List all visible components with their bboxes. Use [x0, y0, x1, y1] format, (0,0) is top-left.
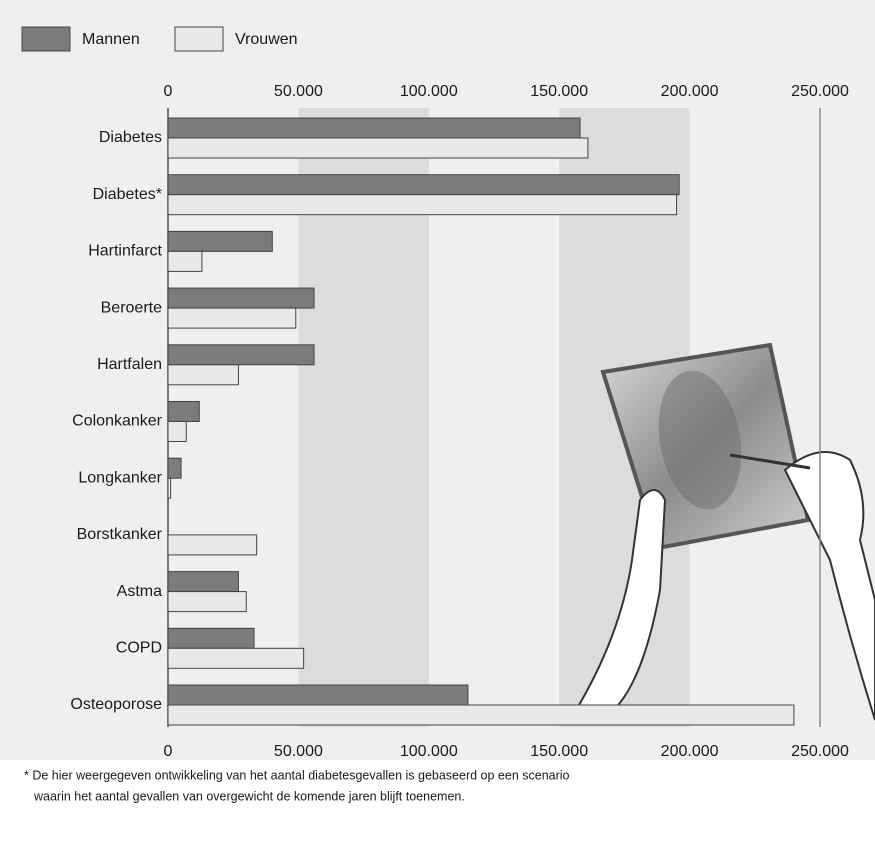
x-tick-label-top: 200.000 [661, 83, 719, 100]
bar [167, 287, 315, 309]
y-tick-label: Osteoporose [70, 696, 162, 713]
bar [167, 250, 203, 272]
x-tick-label-top: 0 [164, 83, 173, 100]
bar [167, 117, 581, 139]
y-tick-label: Longkanker [78, 469, 162, 486]
legend-label: Vrouwen [235, 31, 298, 48]
bar [167, 627, 255, 649]
y-tick-label: Diabetes [99, 129, 162, 146]
y-tick-label: Diabetes* [93, 186, 162, 203]
x-tick-label-bottom: 200.000 [661, 743, 719, 760]
y-tick-label: Hartinfarct [88, 243, 162, 260]
plot: 0 0 50.000 50.000 100.000 100.000 150.000 150.0… [21, 26, 849, 803]
bar [167, 421, 187, 442]
bar [167, 684, 469, 706]
bar [167, 647, 305, 669]
legend-label: Mannen [82, 31, 140, 48]
y-tick-label: Colonkanker [72, 413, 163, 430]
y-tick-label: Beroerte [101, 299, 162, 316]
footnote: waarin het aantal gevallen van overgewic… [33, 789, 465, 803]
bar [167, 401, 200, 422]
x-tick-label-bottom: 50.000 [274, 743, 323, 760]
bar [167, 344, 315, 366]
bar [167, 704, 795, 726]
bar [167, 477, 172, 499]
bar [167, 534, 258, 556]
x-tick-label-top: 150.000 [530, 83, 588, 100]
bar [167, 230, 273, 252]
legend-swatch [21, 26, 71, 52]
bar [167, 137, 589, 159]
y-tick-label: Borstkanker [77, 526, 163, 543]
bar [167, 174, 680, 196]
x-tick-label-top: 50.000 [274, 83, 323, 100]
x-tick-label-bottom: 100.000 [400, 743, 458, 760]
bar [167, 457, 182, 479]
x-tick-label-top: 100.000 [400, 83, 458, 100]
legend-swatch [174, 26, 224, 52]
bar [167, 307, 297, 329]
y-tick-label: Hartfalen [97, 356, 162, 373]
footnote: * De hier weergegeven ontwikkeling van h… [24, 768, 570, 782]
x-tick-label-bottom: 150.000 [530, 743, 588, 760]
x-tick-label-bottom: 0 [164, 743, 173, 760]
x-tick-label-top: 250.000 [791, 83, 849, 100]
bar [167, 591, 247, 613]
bar [167, 194, 678, 216]
xray-illustration [568, 342, 875, 721]
bar [167, 571, 239, 593]
x-tick-label-bottom: 250.000 [791, 743, 849, 760]
bar [167, 364, 239, 386]
y-tick-label: COPD [116, 640, 162, 657]
y-tick-label: Astma [117, 583, 162, 600]
